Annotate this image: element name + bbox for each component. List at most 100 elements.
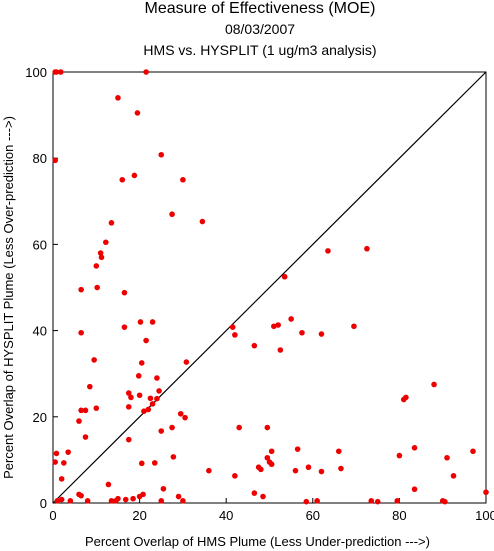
data-point [180, 498, 186, 504]
data-point [93, 405, 100, 411]
data-point [268, 461, 275, 468]
chart-title: Measure of Effectiveness (MOE) [144, 0, 376, 17]
data-point [229, 324, 236, 330]
data-point [136, 392, 143, 399]
plot-frame [52, 71, 487, 504]
data-point [58, 496, 65, 503]
data-point [115, 95, 121, 101]
data-point [143, 69, 149, 75]
y-axis-label: Percent Overlap of HYSPLIT Plume (Less O… [1, 116, 16, 479]
data-point [119, 176, 126, 183]
data-point [130, 495, 136, 502]
x-tick-label: 100 [475, 508, 494, 523]
data-point [281, 273, 288, 280]
chart-subtitle-comparison: HMS vs. HYSPLIT (1 ug/m3 analysis) [143, 42, 377, 58]
data-point [264, 424, 271, 431]
chart-subtitle-date: 08/03/2007 [224, 21, 296, 37]
data-point [138, 460, 145, 467]
data-point [251, 342, 258, 349]
data-point [368, 498, 375, 504]
data-point [175, 493, 182, 500]
data-point [444, 454, 450, 461]
data-point [338, 465, 344, 472]
data-point [154, 395, 160, 402]
data-point [264, 454, 271, 461]
data-point [125, 436, 132, 443]
data-point [57, 69, 64, 75]
data-point [134, 110, 141, 116]
data-point [325, 248, 331, 254]
data-point [82, 434, 89, 440]
data-point [364, 245, 370, 252]
data-point [483, 489, 489, 496]
data-point [78, 407, 84, 414]
data-point [84, 498, 91, 504]
data-point [268, 448, 275, 455]
data-point [108, 220, 115, 226]
data-point [232, 473, 238, 479]
data-point [177, 410, 184, 417]
data-point [94, 284, 100, 291]
data-point [151, 460, 158, 466]
data-point [158, 428, 165, 434]
data-point [183, 359, 190, 365]
data-point [206, 467, 212, 474]
data-point [305, 464, 312, 471]
data-point [431, 381, 437, 388]
y-tick-label: 100 [25, 65, 47, 80]
data-point [147, 395, 154, 402]
x-tick-label: 80 [392, 508, 406, 523]
data-point [335, 448, 342, 455]
data-point [121, 324, 128, 330]
data-point [180, 176, 186, 183]
reference-line-1to1 [52, 71, 487, 504]
data-point [394, 498, 401, 504]
data-point [396, 452, 403, 459]
data-point [91, 357, 97, 363]
data-point [141, 408, 147, 414]
data-point [154, 375, 160, 381]
data-point [294, 446, 301, 452]
data-point [169, 211, 175, 218]
x-axis-label: Percent Overlap of HMS Plume (Less Under… [85, 534, 430, 549]
data-point [260, 493, 266, 500]
data-point [158, 151, 165, 158]
data-point [277, 347, 284, 353]
data-point [292, 467, 299, 474]
data-point [140, 491, 146, 498]
data-point [54, 498, 61, 504]
data-point [125, 390, 132, 396]
data-point [97, 250, 104, 256]
y-tick-label: 0 [40, 496, 47, 511]
data-point [52, 459, 58, 465]
data-point [53, 69, 60, 75]
data-point [93, 263, 100, 269]
data-point [169, 424, 175, 431]
data-point [78, 286, 84, 293]
data-point [314, 498, 320, 504]
data-point [232, 332, 238, 338]
x-tick-label: 40 [219, 508, 233, 523]
data-point [318, 468, 325, 475]
data-point [53, 450, 60, 457]
data-point [87, 383, 93, 390]
data-point [450, 473, 457, 479]
data-point [170, 454, 177, 460]
data-point [143, 337, 149, 344]
data-point [303, 498, 310, 505]
data-point [131, 172, 138, 179]
data-point [158, 498, 165, 504]
data-point [65, 449, 71, 455]
data-point [351, 323, 357, 330]
data-point [135, 373, 142, 379]
data-point [149, 319, 156, 325]
data-point [149, 401, 156, 407]
data-point [138, 360, 145, 366]
data-point [112, 498, 119, 504]
y-tick-label: 60 [33, 237, 47, 252]
data-point [78, 329, 84, 336]
data-point [58, 476, 65, 482]
data-point [76, 418, 82, 424]
y-tick-label: 40 [33, 324, 47, 339]
data-point [67, 498, 74, 504]
